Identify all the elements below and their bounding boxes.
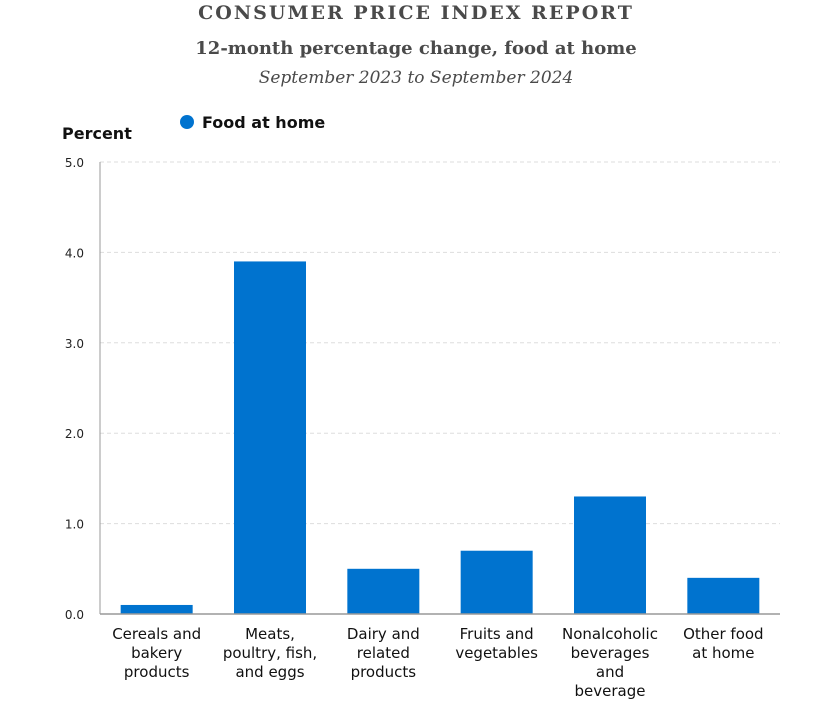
x-tick-label: poultry, fish, — [223, 644, 317, 662]
x-tick-label: beverage — [575, 682, 646, 700]
y-axis-label: Percent — [62, 124, 132, 143]
bar — [574, 496, 646, 614]
x-tick-label: Cereals and — [112, 625, 201, 643]
bar — [347, 568, 420, 614]
x-tick-label: Meats, — [245, 625, 295, 643]
x-tick-label: related — [357, 644, 410, 662]
x-tick-label: and eggs — [235, 663, 304, 681]
x-tick-label: products — [351, 663, 417, 681]
bar — [460, 550, 533, 614]
y-tick-label: 5.0 — [65, 156, 84, 170]
x-tick-label: beverages — [571, 644, 650, 662]
x-tick-label: at home — [692, 644, 754, 662]
y-tick-label: 4.0 — [65, 246, 84, 260]
x-tick-label: vegetables — [455, 644, 538, 662]
x-tick-label: and — [596, 663, 624, 681]
chart-title: CONSUMER PRICE INDEX REPORT — [198, 2, 634, 24]
x-tick-label: Fruits and — [460, 625, 534, 643]
y-tick-label: 1.0 — [65, 518, 84, 532]
y-tick-label: 2.0 — [65, 427, 84, 441]
x-tick-label: Other food — [683, 625, 764, 643]
y-tick-label: 3.0 — [65, 337, 84, 351]
x-tick-label: bakery — [131, 644, 182, 662]
bar — [234, 261, 306, 614]
legend-label: Food at home — [202, 113, 325, 132]
x-tick-label: Dairy and — [347, 625, 420, 643]
legend-marker — [180, 115, 194, 129]
chart-subtitle: 12-month percentage change, food at home — [195, 38, 637, 59]
bar — [120, 604, 193, 614]
x-tick-label: products — [124, 663, 190, 681]
bar — [687, 577, 760, 614]
chart-period: September 2023 to September 2024 — [258, 68, 574, 88]
y-tick-label: 0.0 — [65, 608, 84, 622]
x-tick-label: Nonalcoholic — [562, 625, 658, 643]
